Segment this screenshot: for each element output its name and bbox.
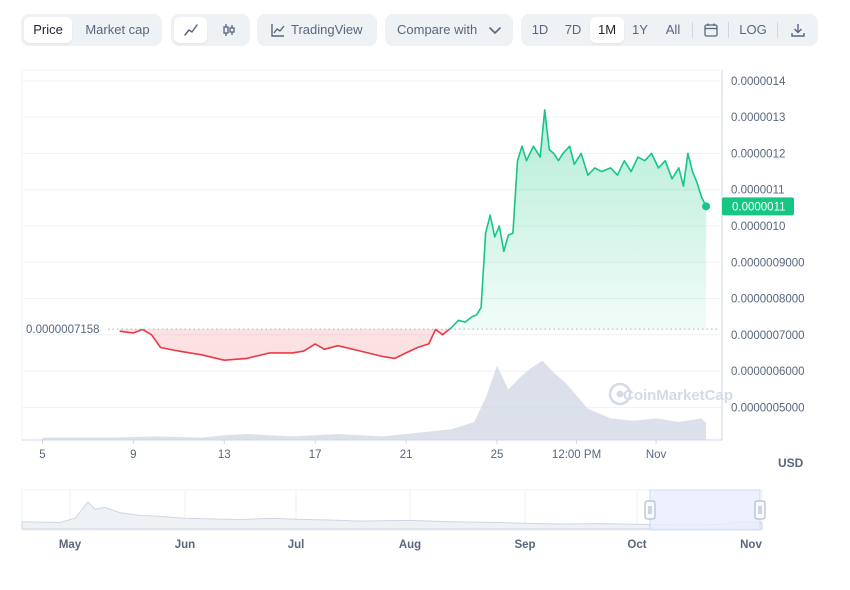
- y-tick-label: 0.0000008000: [731, 294, 805, 306]
- navigator-tick-label: May: [59, 539, 82, 551]
- market-cap-tab[interactable]: Market cap: [85, 22, 150, 37]
- baseline-label: 0.0000007158: [26, 324, 100, 336]
- tradingview-label: TradingView: [291, 22, 363, 37]
- range-1m-button[interactable]: 1M: [590, 17, 624, 43]
- watermark-text: CoinMarketCap: [623, 387, 733, 404]
- range-selector: 1D 7D 1M 1Y All LOG: [521, 14, 818, 46]
- navigator-handle-left[interactable]: [644, 500, 656, 520]
- watermark-logo-icon: [608, 382, 632, 406]
- calendar-icon: [704, 23, 718, 37]
- x-tick-label: 25: [491, 449, 504, 461]
- current-price-tag: [722, 197, 794, 216]
- x-tick-label: 17: [309, 449, 322, 461]
- price-area-down: [119, 329, 707, 361]
- navigator-handle-right[interactable]: [754, 500, 766, 520]
- tradingview-icon: [271, 24, 285, 37]
- navigator-tick-label: Sep: [514, 539, 535, 551]
- line-chart-icon: [184, 24, 198, 36]
- log-scale-button[interactable]: LOG: [739, 22, 767, 37]
- y-tick-label: 0.0000014: [731, 76, 786, 88]
- x-axis-ticks: 5 9 13 17 21 25 12:00 PM Nov: [39, 440, 667, 461]
- volume-bars: [42, 360, 707, 440]
- toolbar-divider: [777, 22, 778, 38]
- range-1d-button[interactable]: 1D: [531, 22, 549, 37]
- y-tick-label: 0.0000009000: [731, 257, 805, 269]
- navigator-tick-label: Nov: [740, 539, 762, 551]
- price-tab[interactable]: Price: [24, 17, 72, 43]
- current-price-dot: [702, 202, 711, 211]
- x-tick-label: Nov: [646, 449, 667, 461]
- y-tick-label: 0.0000005000: [731, 402, 805, 414]
- compare-label: Compare with: [397, 22, 478, 37]
- line-chart-button[interactable]: [174, 17, 207, 43]
- volume-area: [42, 360, 707, 440]
- range-1y-button[interactable]: 1Y: [632, 22, 648, 37]
- x-tick-label: 9: [130, 449, 136, 461]
- download-icon: [791, 24, 805, 37]
- y-tick-label: 0.0000011: [731, 185, 785, 197]
- y-tick-label: 0.0000007000: [731, 330, 805, 342]
- navigator-tick-label: Jul: [288, 539, 305, 551]
- price-area-up: [449, 109, 707, 330]
- toolbar-divider: [692, 22, 693, 38]
- price-marketcap-toggle: Price Market cap: [21, 14, 162, 46]
- candlestick-icon: [223, 24, 235, 36]
- chevron-down-icon: [489, 27, 501, 34]
- navigator-tick-label: Jun: [175, 539, 195, 551]
- y-tick-label: 0.0000012: [731, 148, 785, 160]
- download-button[interactable]: [783, 17, 813, 43]
- calendar-button[interactable]: [697, 17, 725, 43]
- range-all-button[interactable]: All: [665, 22, 681, 37]
- range-navigator[interactable]: May Jun Jul Aug Sep Oct Nov: [21, 489, 766, 551]
- range-7d-button[interactable]: 7D: [564, 22, 582, 37]
- navigator-selection[interactable]: [649, 489, 761, 531]
- price-line-up: [141, 109, 707, 330]
- navigator-tick-label: Oct: [627, 539, 646, 551]
- y-tick-label: 0.0000013: [731, 112, 785, 124]
- chart-type-toggle: [171, 14, 250, 46]
- current-price-label: 0.0000011: [732, 201, 786, 213]
- tradingview-button[interactable]: TradingView: [257, 14, 377, 46]
- x-tick-label: 12:00 PM: [552, 449, 601, 461]
- y-tick-label: 0.0000010: [731, 221, 785, 233]
- navigator-x-ticks: May Jun Jul Aug Sep Oct Nov: [59, 539, 763, 551]
- x-tick-label: 21: [400, 449, 413, 461]
- compare-dropdown[interactable]: Compare with: [385, 14, 513, 46]
- currency-label: USD: [778, 456, 804, 470]
- candlestick-button[interactable]: [211, 17, 247, 43]
- price-line-down: [119, 329, 451, 361]
- toolbar-divider: [728, 22, 729, 38]
- navigator-tick-label: Aug: [399, 539, 421, 551]
- x-tick-label: 5: [39, 449, 45, 461]
- y-tick-label: 0.0000006000: [731, 366, 805, 378]
- y-axis-ticks: 0.0000005000 0.0000006000 0.0000007000 0.00…: [731, 76, 805, 414]
- x-tick-label: 13: [218, 449, 231, 461]
